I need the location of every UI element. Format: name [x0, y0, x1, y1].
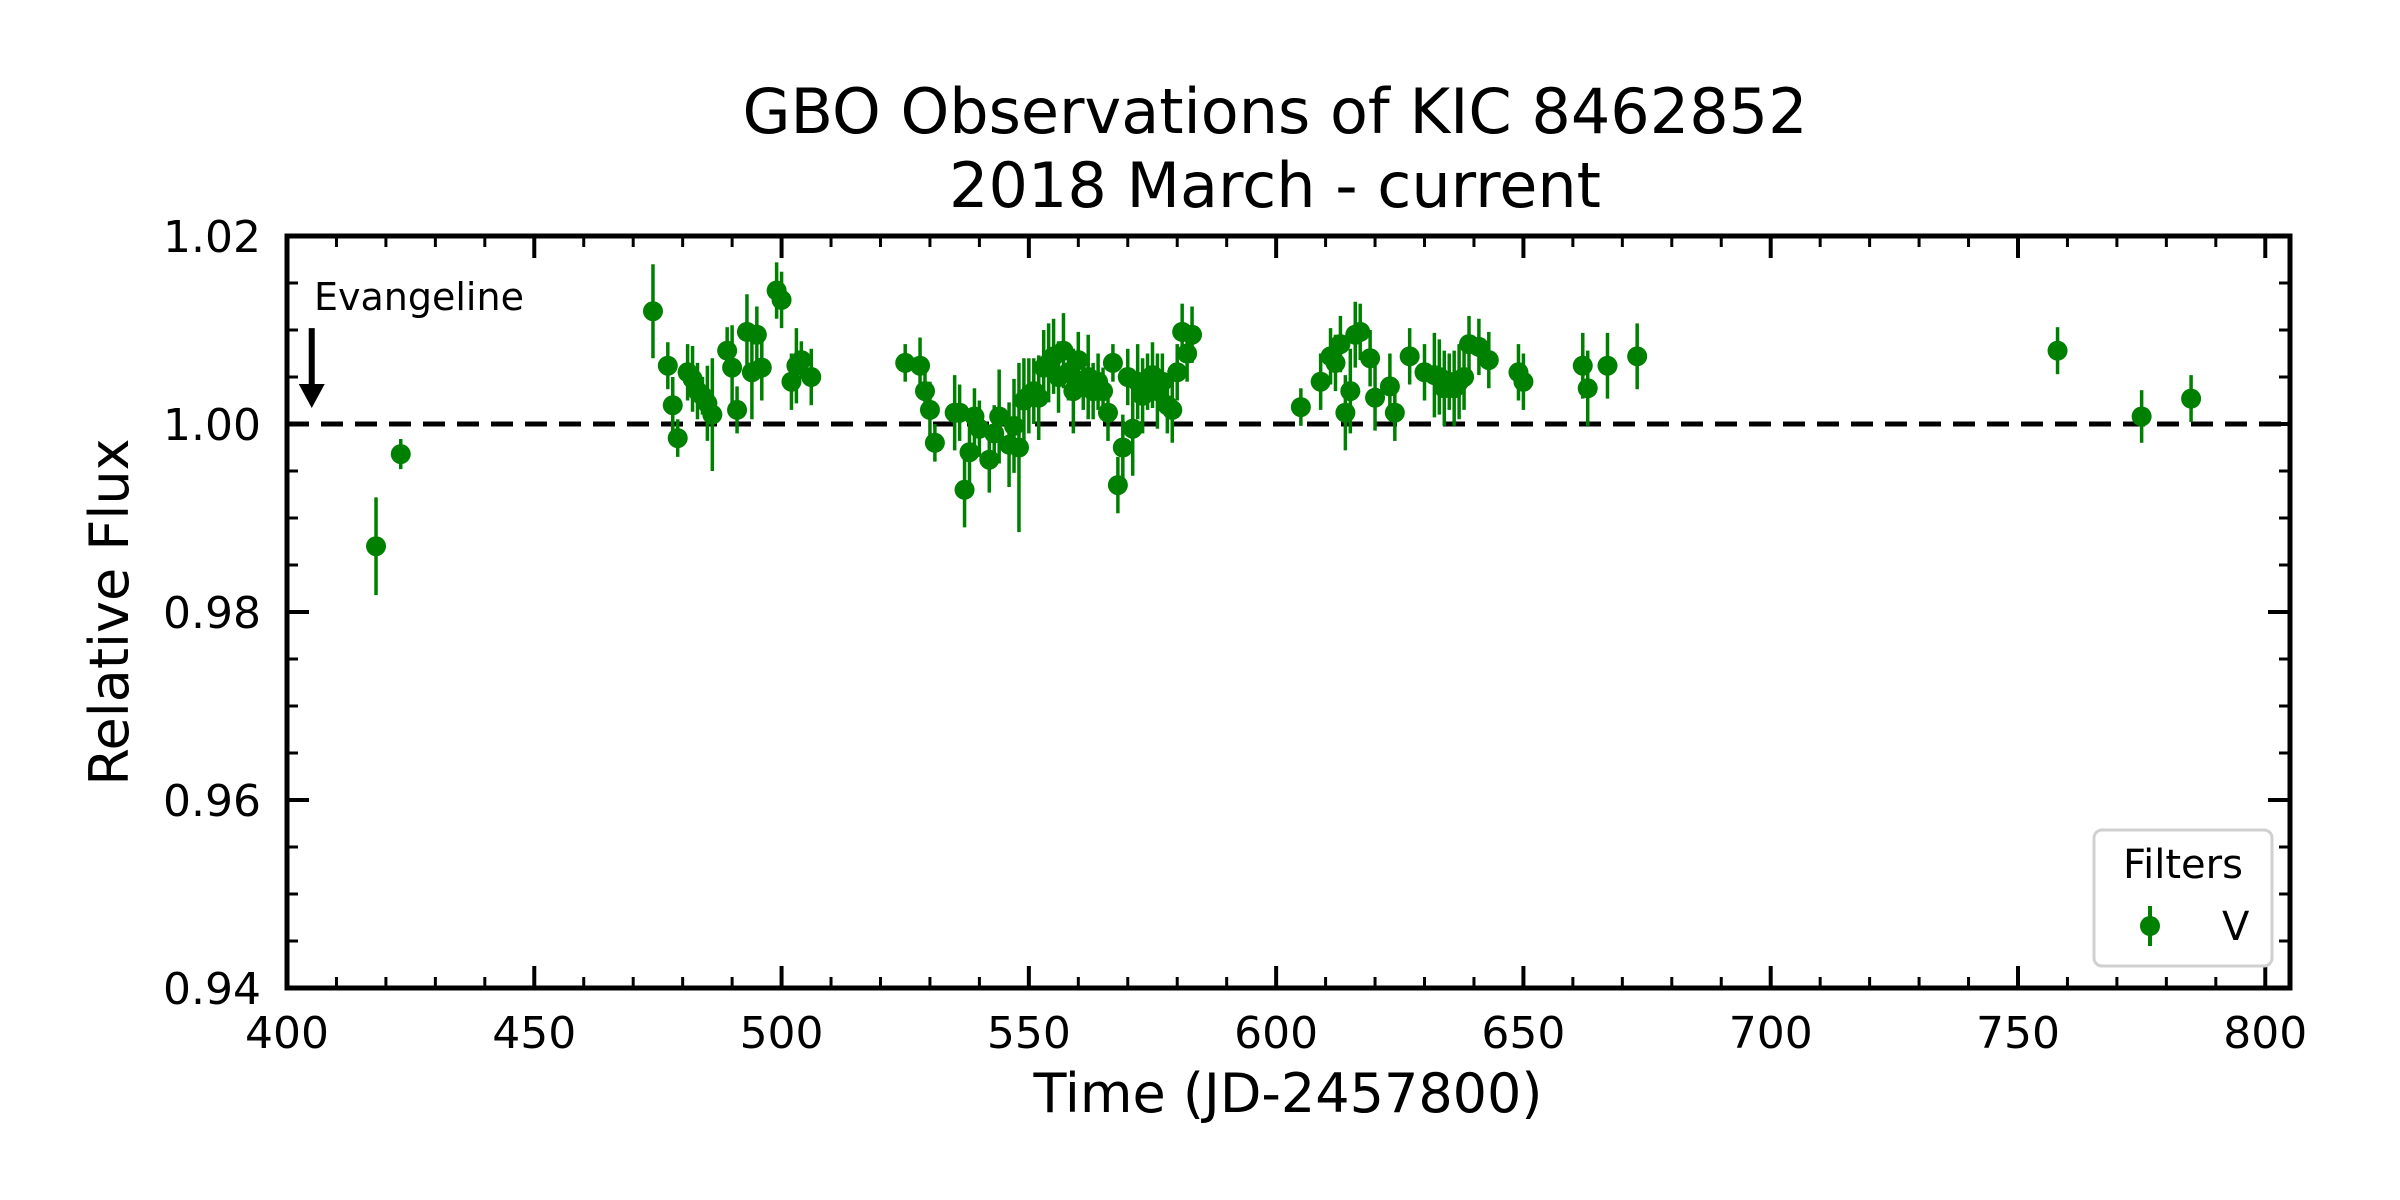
data-point — [1177, 343, 1198, 364]
data-point — [1008, 437, 1029, 458]
data-point — [959, 442, 980, 463]
data-point — [1577, 378, 1598, 399]
x-tick-label: 600 — [1234, 1008, 1318, 1059]
data-point — [1182, 324, 1203, 345]
data-point — [722, 357, 743, 378]
data-point — [801, 367, 822, 387]
data-point — [1384, 402, 1405, 423]
x-tick-label: 800 — [2223, 1008, 2307, 1059]
y-axis-label: Relative Flux — [78, 438, 141, 785]
data-point — [954, 479, 975, 500]
data-point — [771, 289, 792, 310]
data-point — [642, 301, 663, 322]
data-point — [1004, 415, 1025, 436]
data-point — [895, 352, 916, 373]
data-point — [702, 404, 723, 425]
data-point — [1350, 321, 1371, 342]
data-point — [751, 357, 772, 378]
x-axis-label: Time (JD-2457800) — [1033, 1062, 1543, 1125]
data-point — [1597, 355, 1618, 376]
data-point — [1360, 348, 1381, 369]
data-point — [1330, 334, 1351, 355]
data-point — [1028, 387, 1049, 408]
data-point — [1093, 381, 1114, 402]
chart-title: GBO Observations of KIC 8462852 2018 Mar… — [742, 75, 1807, 222]
data-point — [1068, 350, 1089, 371]
y-tick-label: 1.02 — [163, 212, 261, 263]
data-point — [1107, 475, 1128, 496]
data-point — [989, 406, 1010, 427]
legend-marker — [2140, 916, 2160, 936]
data-point — [1379, 376, 1400, 397]
x-tick-label: 400 — [245, 1008, 329, 1059]
x-tick-label: 550 — [987, 1008, 1071, 1059]
data-point — [1167, 362, 1188, 383]
legend-title: Filters — [2123, 842, 2243, 888]
legend-entry-label: V — [2222, 904, 2250, 950]
data-point — [1513, 371, 1534, 392]
data-point — [2181, 388, 2202, 409]
x-tick-label: 500 — [740, 1008, 824, 1059]
data-point — [1162, 399, 1183, 420]
data-point — [1325, 352, 1346, 373]
plot-frame — [284, 233, 2293, 991]
data-point — [1112, 437, 1133, 458]
annotation-evangeline: Evangeline — [298, 275, 524, 409]
data-point — [1310, 371, 1331, 392]
chart-title-line-1: GBO Observations of KIC 8462852 — [742, 75, 1807, 148]
y-tick-label: 1.00 — [163, 400, 261, 451]
axis-ticks: 400 450 500 550 600 650 700 750 800 0.94 0.96 0.98 1… — [163, 212, 2307, 1059]
y-tick-label: 0.96 — [163, 776, 261, 827]
x-tick-label: 700 — [1729, 1008, 1813, 1059]
data-point — [1478, 350, 1499, 371]
data-point — [914, 381, 935, 402]
data-point — [2131, 406, 2152, 427]
x-tick-label: 750 — [1976, 1008, 2060, 1059]
data-point — [979, 449, 1000, 470]
data-point — [1627, 346, 1648, 367]
data-point — [390, 444, 411, 465]
data-point — [1335, 402, 1356, 423]
data-point — [1365, 387, 1386, 408]
data-point — [366, 536, 387, 557]
data-point — [667, 428, 688, 449]
data-point — [910, 355, 931, 376]
legend-box — [2092, 828, 2274, 968]
data-point — [657, 355, 678, 376]
data-point — [727, 399, 748, 420]
data-point — [1399, 346, 1420, 367]
data-point — [1572, 355, 1593, 376]
x-tick-label: 450 — [492, 1008, 576, 1059]
series-V — [366, 262, 2202, 596]
data-point — [662, 395, 683, 416]
data-point — [2047, 340, 2068, 361]
data-point — [1454, 367, 1475, 387]
annotation-label: Evangeline — [314, 275, 524, 319]
data-point — [924, 432, 945, 453]
data-point — [791, 350, 812, 371]
data-point — [1097, 402, 1118, 423]
y-tick-label: 0.98 — [163, 588, 261, 639]
data-point — [1340, 381, 1361, 402]
data-point — [746, 324, 767, 345]
y-tick-label: 0.94 — [163, 964, 261, 1015]
legend: Filters V — [2092, 828, 2274, 968]
data-point — [1122, 418, 1143, 439]
data-point — [1290, 397, 1311, 418]
annotation-arrow-head — [298, 384, 325, 409]
data-point — [1102, 352, 1123, 373]
chart-title-line-2: 2018 March - current — [949, 149, 1601, 222]
x-tick-label: 650 — [1481, 1008, 1565, 1059]
data-point — [919, 399, 940, 420]
data-point — [717, 340, 738, 361]
